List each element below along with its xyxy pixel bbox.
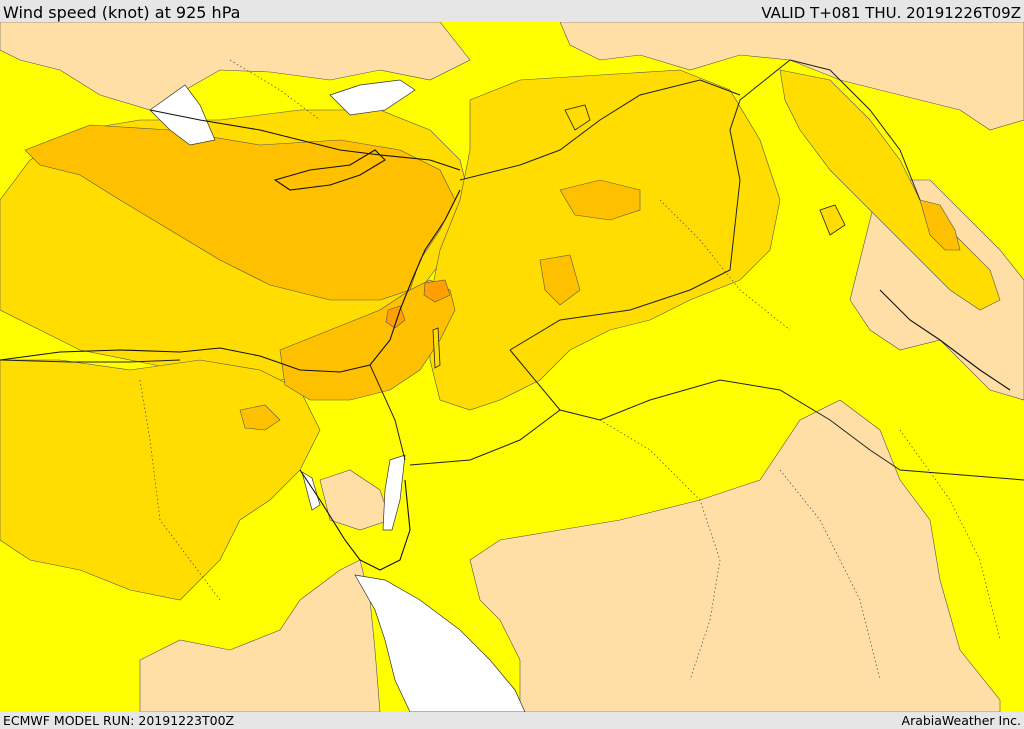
iran-iraq-border	[789, 59, 921, 201]
med-southern-coast	[0, 189, 461, 373]
suez-blank	[301, 471, 321, 511]
country-borders	[0, 59, 1024, 481]
red-sea-blank	[354, 574, 526, 712]
persian-gulf-coast	[879, 289, 1011, 391]
model-run-label: ECMWF MODEL RUN: 20191223T00Z	[3, 713, 235, 728]
levant-high-band	[279, 279, 456, 401]
province-borders	[139, 59, 1001, 681]
egypt-libya-border	[0, 359, 181, 363]
header-bar: Wind speed (knot) at 925 hPa VALID T+081…	[0, 0, 1024, 22]
aqaba-blank	[382, 454, 406, 531]
high-wind-areas	[24, 124, 961, 431]
med-high-band	[24, 124, 456, 301]
jordan-high-patch	[559, 179, 641, 221]
dead-sea	[432, 327, 441, 369]
no-data-areas	[149, 79, 526, 712]
egypt-israel-border	[369, 364, 406, 461]
footer-bar: ECMWF MODEL RUN: 20191223T00Z ArabiaWeat…	[0, 712, 1024, 729]
black-sea-blank	[329, 79, 416, 116]
low-wind-areas	[0, 22, 1024, 712]
wind-speed-map	[0, 22, 1024, 712]
iran-low-area	[849, 179, 1024, 401]
credit-label: ArabiaWeather Inc.	[901, 713, 1021, 728]
turkey-syria-border	[459, 79, 741, 181]
inland-water	[432, 104, 846, 369]
sinai-coasts	[299, 469, 411, 571]
iraq-saudi-border	[509, 349, 1024, 481]
egypt-moderate-area	[0, 359, 321, 601]
syria-iraq-border	[509, 59, 791, 351]
arabia-low-area	[469, 399, 1001, 712]
peak-wind-areas	[385, 279, 451, 329]
valid-time-label: VALID T+081 THU. 20191226T09Z	[761, 4, 1021, 22]
syria-high-patch	[539, 254, 581, 306]
cyprus-outline	[273, 149, 386, 191]
map-title: Wind speed (knot) at 925 hPa	[3, 3, 241, 22]
turkey-low-area	[0, 22, 471, 111]
aegean-blank	[149, 84, 216, 146]
tharthar-lake	[819, 204, 846, 236]
egypt-south-low-area	[139, 559, 381, 712]
dead-sea-peak-spot	[423, 279, 451, 303]
nile-delta-high-patch	[239, 404, 281, 431]
coastlines	[0, 109, 1011, 571]
lake-van	[564, 104, 591, 131]
map-canvas	[0, 22, 1024, 712]
iraq-high-strip	[919, 199, 961, 251]
coastal-peak-spot	[385, 305, 406, 329]
jordan-saudi-border	[409, 409, 561, 466]
turkey-south-coast	[149, 109, 461, 171]
